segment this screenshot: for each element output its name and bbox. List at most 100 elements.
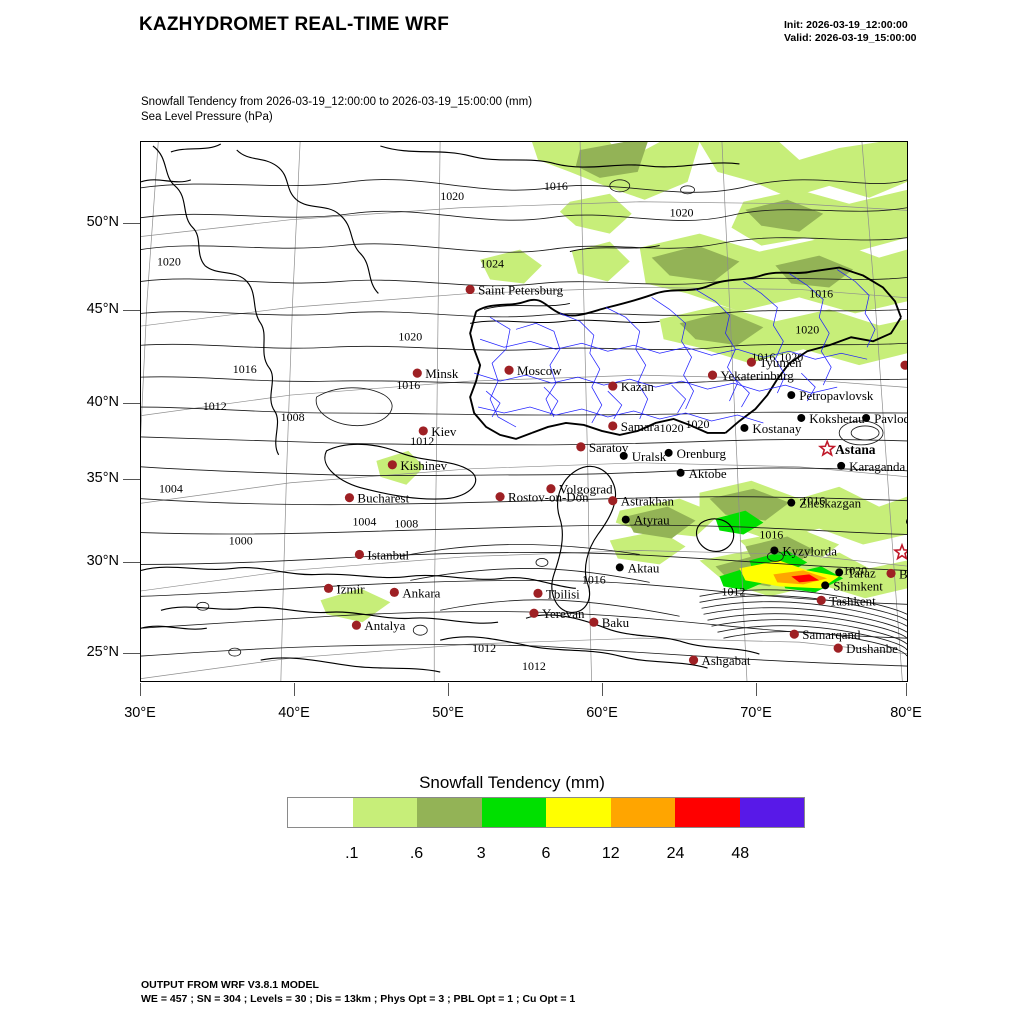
x-tick-mark-30e [140,683,142,696]
colorbar[interactable] [287,797,805,828]
city-atyrau[interactable]: Atyrau [621,513,670,528]
city-label: Ashgabat [702,653,751,668]
city-label: Uralsk [632,449,667,464]
city-volgograd[interactable]: Volgograd [546,482,613,497]
city-novosibirsk[interactable]: Novosibirsk [900,358,907,373]
model-output-info: OUTPUT FROM WRF V3.8.1 MODEL WE = 457 ; … [141,978,575,1006]
city-dot-red-icon [351,620,362,630]
city-dot-red-icon [418,426,428,436]
colorbar-segment-0[interactable] [288,798,353,827]
city-zheskazgan[interactable]: Zheskazgan [787,496,862,511]
colorbar-tick-label-12: 12 [601,845,620,862]
city-tashkent[interactable]: Tashkent [816,593,877,608]
city-bishkek[interactable]: Bishkek [886,566,907,581]
star-marker-icon [818,439,837,457]
city-karaganda[interactable]: Karaganda [837,459,905,474]
city-samara[interactable]: Samara [608,419,660,434]
city-label: Pavlodar [874,411,907,426]
city-kyzylorda[interactable]: Kyzylorda [770,543,837,558]
city-izmir[interactable]: Izmir [323,581,365,596]
city-dot-red-icon [833,643,843,653]
city-dot-red-icon [688,655,699,665]
city-dot-black-icon [797,413,806,422]
city-rostov-on-don[interactable]: Rostov-on-Don [495,490,589,505]
city-yekaterinburg[interactable]: Yekaterinburg [707,368,794,383]
run-info: Init: 2026-03-19_12:00:00 Valid: 2026-03… [784,19,917,45]
city-label: Tbilisi [546,586,580,601]
city-label: Kokshetau [809,411,865,426]
city-samarqand[interactable]: Samarqand [789,627,861,642]
city-uralsk[interactable]: Uralsk [619,449,667,464]
weather-map[interactable]: 1020 1016 1020 1020 1024 1016 1020 1020 … [140,141,908,682]
city-dot-black-icon [835,568,844,577]
city-saratov[interactable]: Saratov [576,440,629,455]
x-tick-mark-50e [448,683,450,696]
city-minsk[interactable]: Minsk [412,366,459,381]
isobar-label-1020: 1020 [398,329,422,343]
city-ashgabat[interactable]: Ashgabat [688,653,751,668]
city-moscow[interactable]: Moscow [504,363,562,378]
x-tick-mark-40e [294,683,296,696]
colorbar-segment-3[interactable] [481,798,546,827]
city-dot-red-icon [389,587,399,597]
city-pavlodar[interactable]: Pavlodar [862,411,907,426]
colorbar-segment-2[interactable] [417,798,482,827]
city-dot-red-icon [746,357,756,367]
colorbar-segment-6[interactable] [675,798,740,827]
city-kostanay[interactable]: Kostanay [740,421,802,436]
city-astrakhan[interactable]: Astrakhan [608,494,674,509]
isobar-label-1008: 1008 [281,410,305,424]
valid-time-label: Valid: 2026-03-19_15:00:00 [784,32,917,44]
x-tick-label-50e: 50°E [432,705,464,721]
city-label: Astrakhan [621,494,675,509]
city-istanbul[interactable]: Istanbul [354,547,410,562]
city-dot-red-icon [789,629,799,639]
city-saint-petersburg[interactable]: Saint Petersburg [465,282,564,297]
city-dushanbe[interactable]: Dushanbe [833,641,899,656]
city-antalya[interactable]: Antalya [351,618,406,633]
isobar-label-1016: 1016 [396,378,420,392]
city-tbilisi[interactable]: Tbilisi [533,586,580,601]
colorbar-segment-5[interactable] [610,798,675,827]
city-label: Taraz [847,565,876,580]
colorbar-segment-4[interactable] [546,798,611,827]
city-astana[interactable]: Astana [818,439,876,457]
city-baku[interactable]: Baku [589,615,630,630]
x-tick-label-70e: 70°E [740,705,772,721]
city-shimkent[interactable]: Shimkent [821,578,883,593]
city-kiev[interactable]: Kiev [418,424,457,439]
city-label: Kiev [431,424,457,439]
city-dot-red-icon [495,492,505,502]
x-tick-label-40e: 40°E [278,705,310,721]
city-taldykurgan[interactable]: Taldykurgan [906,515,907,530]
y-tick-label-30n: 30°N [86,553,119,569]
y-tick-mark-35n [123,479,140,481]
city-yerevan[interactable]: Yerevan [529,606,585,621]
isobar-label-1016: 1016 [544,179,568,193]
isobar-label-1012: 1012 [721,584,745,598]
city-almaty[interactable]: Almaty [892,542,907,561]
city-dot-red-icon [900,360,907,370]
city-kokshetau[interactable]: Kokshetau [797,411,865,426]
city-orenburg[interactable]: Orenburg [664,446,727,461]
city-kazan[interactable]: Kazan [608,379,654,394]
subtitle-line-pressure: Sea Level Pressure (hPa) [141,111,273,123]
city-taraz[interactable]: Taraz [835,565,876,580]
colorbar-segment-7[interactable] [739,798,804,827]
colorbar-segment-1[interactable] [352,798,417,827]
city-aktau[interactable]: Aktau [615,560,660,575]
y-tick-mark-50n [123,223,140,225]
city-aktobe[interactable]: Aktobe [676,466,727,481]
city-label: Aktau [628,560,660,575]
city-dot-red-icon [465,284,475,295]
city-ankara[interactable]: Ankara [389,585,441,600]
city-kishinev[interactable]: Kishinev [387,458,448,473]
city-label: Astana [835,442,876,457]
city-label: Kyzylorda [782,543,837,558]
city-bucharest[interactable]: Bucharest [344,491,410,506]
city-petropavlovsk[interactable]: Petropavlovsk [787,388,874,403]
city-tyumen[interactable]: Tyumen [746,355,802,370]
city-dot-black-icon [906,518,907,525]
city-dot-black-icon [615,563,624,572]
city-label: Zheskazgan [799,496,861,511]
